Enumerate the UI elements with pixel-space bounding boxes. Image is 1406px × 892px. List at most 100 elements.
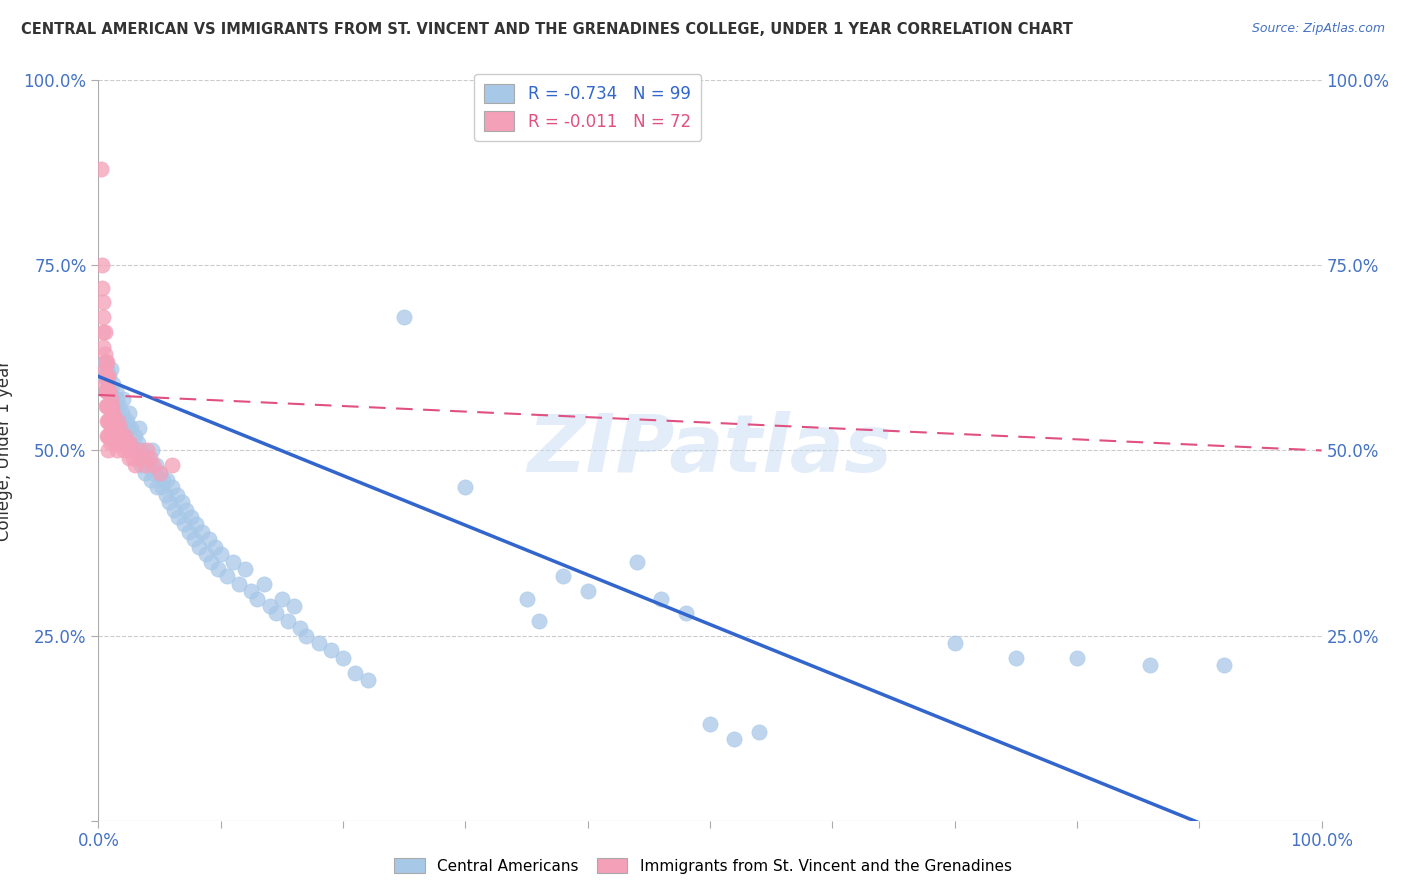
Point <box>195 547 218 561</box>
Point <box>100 362 122 376</box>
Point <box>167 510 190 524</box>
Point <box>94 354 117 368</box>
Point <box>94 399 117 413</box>
Point <box>96 354 118 368</box>
Point <box>139 458 162 473</box>
Point <box>173 517 195 532</box>
Point <box>101 407 124 421</box>
Point <box>270 591 294 606</box>
Point <box>91 325 114 339</box>
Point <box>91 310 114 325</box>
Point <box>626 555 648 569</box>
Point <box>454 480 477 494</box>
Point <box>166 488 188 502</box>
Point <box>105 407 128 421</box>
Point <box>183 533 205 547</box>
Point <box>163 502 186 516</box>
Point <box>98 414 121 428</box>
Point <box>112 443 135 458</box>
Point <box>157 495 180 509</box>
Point <box>96 414 118 428</box>
Point <box>650 591 672 606</box>
Point <box>553 569 575 583</box>
Y-axis label: College, Under 1 year: College, Under 1 year <box>0 359 13 541</box>
Point <box>124 428 146 442</box>
Point <box>149 466 172 480</box>
Point <box>139 450 162 465</box>
Point <box>177 524 200 539</box>
Point <box>160 458 183 473</box>
Point <box>101 414 124 428</box>
Point <box>127 436 149 450</box>
Text: Source: ZipAtlas.com: Source: ZipAtlas.com <box>1251 22 1385 36</box>
Point <box>120 421 142 435</box>
Point <box>155 488 177 502</box>
Point <box>134 466 156 480</box>
Text: ZIPatlas: ZIPatlas <box>527 411 893 490</box>
Point <box>103 399 125 413</box>
Point <box>104 436 127 450</box>
Point <box>100 384 122 399</box>
Point <box>101 392 124 406</box>
Point <box>110 421 132 435</box>
Point <box>233 562 256 576</box>
Point <box>129 458 152 473</box>
Point <box>149 466 172 480</box>
Point <box>120 436 142 450</box>
Point <box>332 650 354 665</box>
Point <box>107 414 129 428</box>
Point <box>120 443 142 458</box>
Point <box>107 428 129 442</box>
Point <box>176 502 198 516</box>
Point <box>118 450 141 465</box>
Point <box>97 414 120 428</box>
Point <box>132 450 155 465</box>
Point <box>240 584 263 599</box>
Point <box>152 473 174 487</box>
Point <box>197 533 219 547</box>
Point <box>142 466 165 480</box>
Point <box>1004 650 1026 665</box>
Point <box>97 369 120 384</box>
Point <box>110 421 132 435</box>
Point <box>204 540 226 554</box>
Point <box>124 458 146 473</box>
Point <box>290 621 312 635</box>
Point <box>209 547 232 561</box>
Point <box>100 407 122 421</box>
Point <box>101 428 124 442</box>
Point <box>108 436 131 450</box>
Point <box>114 428 136 442</box>
Point <box>160 480 183 494</box>
Point <box>105 443 128 458</box>
Point <box>100 421 122 435</box>
Point <box>142 458 165 473</box>
Point <box>93 362 115 376</box>
Point <box>207 562 229 576</box>
Point <box>101 376 124 391</box>
Point <box>356 673 378 687</box>
Point <box>96 428 118 442</box>
Point <box>111 436 134 450</box>
Point <box>127 443 149 458</box>
Point <box>136 443 159 458</box>
Point <box>91 340 114 354</box>
Point <box>98 369 121 384</box>
Point <box>93 354 115 368</box>
Point <box>129 450 152 465</box>
Point <box>96 369 118 384</box>
Point <box>943 636 966 650</box>
Point <box>115 436 138 450</box>
Point <box>131 443 153 458</box>
Point <box>107 414 129 428</box>
Point <box>187 540 209 554</box>
Point <box>97 376 120 391</box>
Point <box>91 369 114 384</box>
Point <box>723 732 745 747</box>
Point <box>139 473 162 487</box>
Point <box>1066 650 1088 665</box>
Point <box>98 384 121 399</box>
Point <box>344 665 367 680</box>
Point <box>1212 658 1234 673</box>
Point <box>96 384 118 399</box>
